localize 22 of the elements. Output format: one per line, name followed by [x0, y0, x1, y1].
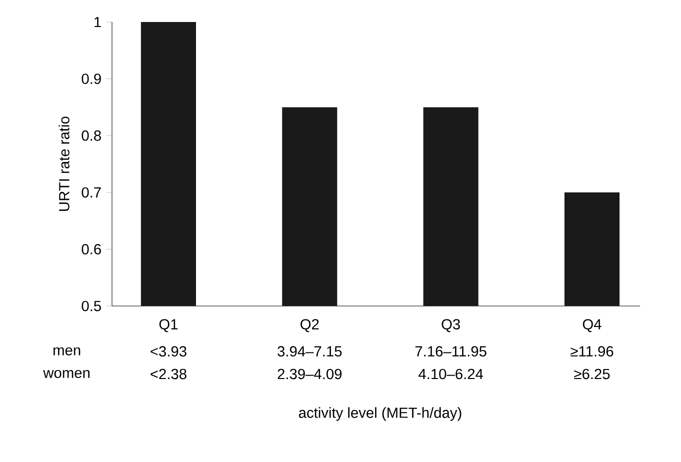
- text: 3.94–7.15: [278, 346, 342, 357]
- text: 4.10–6.24: [418, 368, 483, 380]
- x-tick-label: Q3: [442, 319, 460, 332]
- text: 7.16–11.95: [415, 346, 486, 357]
- text: women: [43, 370, 90, 378]
- text: ≥6.25: [574, 368, 610, 380]
- text: <3.93: [150, 346, 186, 357]
- text: 2.39–4.09: [278, 368, 342, 380]
- y-tick-label: 0.8: [82, 130, 101, 141]
- y-tick-label: 0.9: [82, 74, 101, 84]
- y-tick-label: 0.6: [82, 244, 101, 254]
- text: men: [54, 347, 80, 356]
- x-tick-label: Q2: [300, 319, 319, 332]
- y-axis-title: URTI rate ratio: [58, 116, 70, 211]
- text: <2.38: [150, 368, 186, 380]
- x-tick-label: Q4: [582, 319, 602, 332]
- y-tick-label: 0.5: [82, 300, 101, 312]
- y-tick-label: 1: [94, 16, 101, 28]
- text: ≥11.96: [570, 346, 614, 357]
- text: activity level (MET-h/day): [298, 407, 462, 421]
- y-tick-label: 0.7: [82, 187, 101, 198]
- x-tick-label: Q1: [159, 319, 178, 332]
